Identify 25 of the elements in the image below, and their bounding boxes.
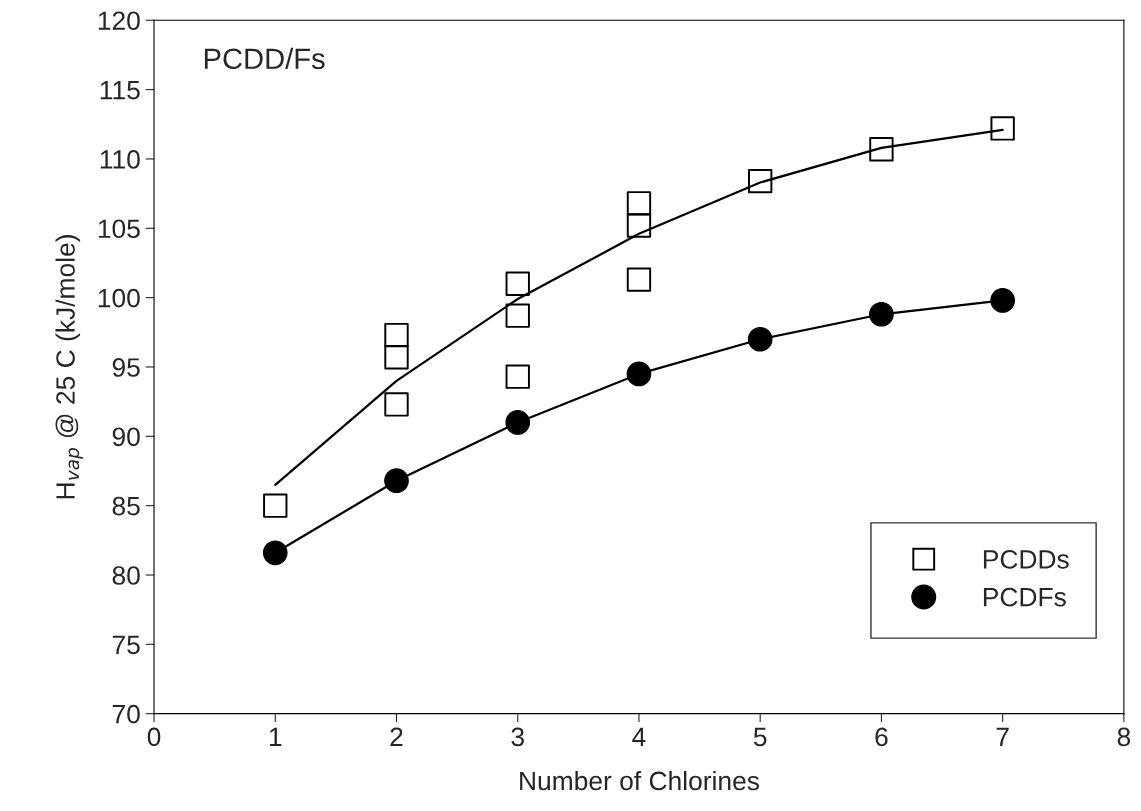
y-axis-title: H$_{vap}$ @ 25 C (kJ/mole)	[55, 235, 83, 499]
y-tick-label: 100	[98, 288, 140, 308]
x-tick-label: 0	[147, 727, 161, 747]
legend-label: PCDDs	[983, 549, 1069, 569]
y-tick-label: 105	[98, 219, 140, 239]
x-tick-label: 5	[753, 727, 767, 747]
x-tick-label: 3	[511, 727, 524, 747]
text: PCDD/Fs	[204, 47, 325, 70]
y-tick-label: 90	[112, 427, 140, 447]
y-tick-label: 115	[100, 81, 140, 100]
x-tick-label: 2	[390, 727, 403, 746]
x-tick-label: 6	[875, 727, 888, 747]
y-tick-label: 75	[112, 635, 140, 655]
y-tick-label: 95	[112, 358, 140, 377]
x-tick-label: 7	[996, 727, 1009, 746]
y-tick-label: 120	[98, 11, 140, 31]
x-tick-label: 8	[1117, 727, 1131, 747]
x-tick-label: 1	[269, 727, 282, 746]
x-tick-label: 4	[632, 727, 646, 746]
y-tick-label: 110	[100, 150, 140, 169]
y-tick-label: 80	[112, 566, 140, 585]
x-axis-title: Number of Chlorines	[520, 770, 760, 791]
y-tick-label: 85	[112, 496, 140, 516]
legend-label: PCDFs	[983, 587, 1066, 607]
y-tick-label: 70	[112, 704, 140, 724]
